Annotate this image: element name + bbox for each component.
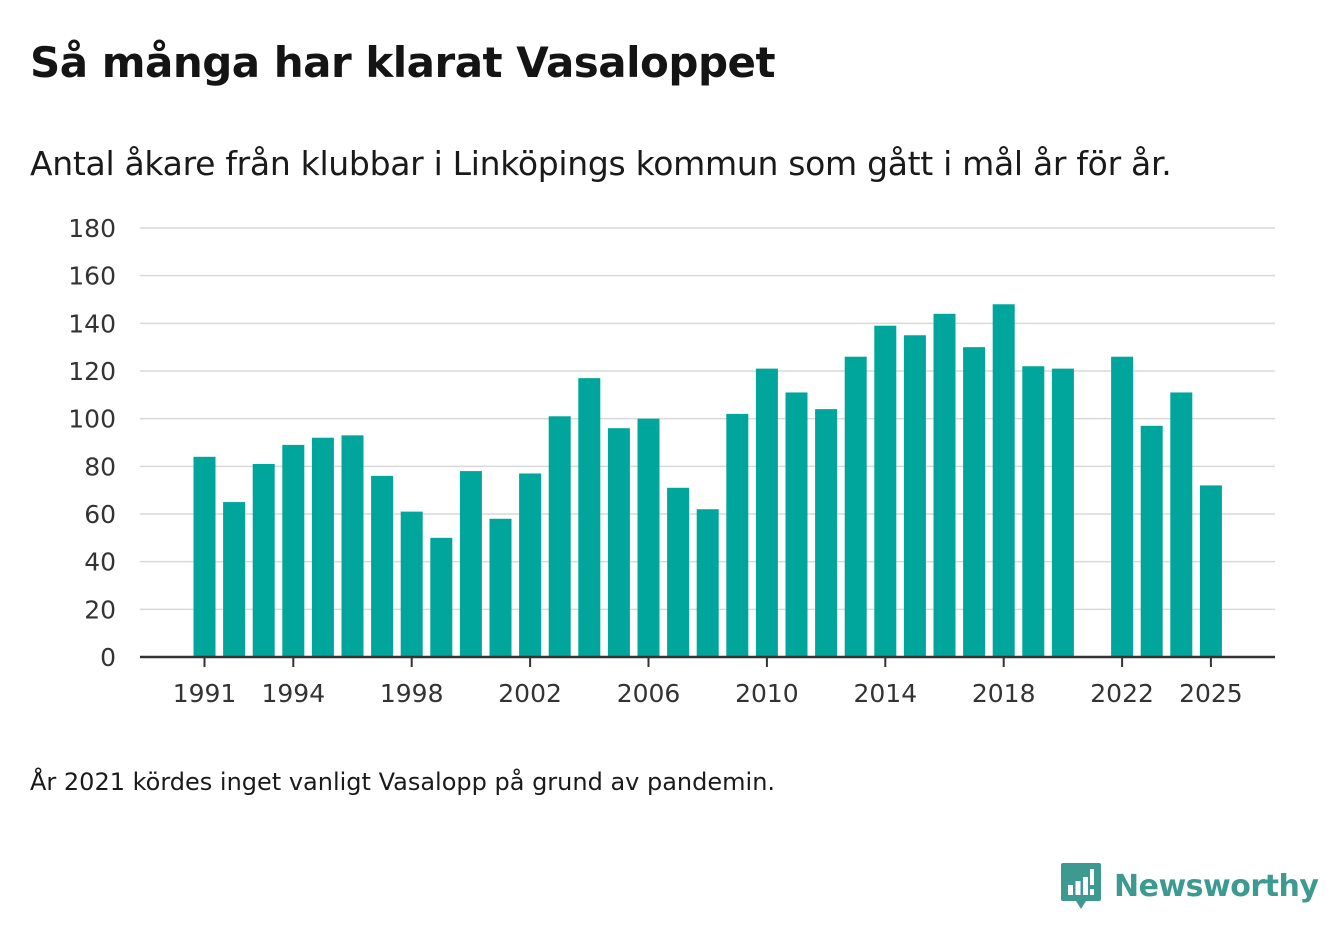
bar-2016 (933, 313, 956, 657)
x-tick-label: 2014 (853, 679, 917, 708)
bar-2020 (1051, 368, 1074, 657)
bar-2004 (578, 378, 601, 657)
bar-2019 (1022, 366, 1045, 657)
y-tick-label: 20 (84, 595, 116, 624)
bar-2012 (815, 409, 838, 657)
y-tick-label: 140 (68, 309, 116, 338)
bar-1993 (252, 463, 275, 657)
brand-logo: Newsworthy (1060, 860, 1319, 912)
x-tick-label: 1991 (173, 679, 237, 708)
x-axis-ticks: 1991 1994 1998 2002 2006 2010 2014 2018 2022 2025 (173, 657, 1243, 708)
bar-1995 (311, 437, 334, 657)
bar-2017 (963, 347, 986, 657)
y-tick-label: 80 (84, 452, 116, 481)
bar-1994 (282, 444, 305, 657)
y-tick-label: 40 (84, 548, 116, 577)
chart-title: Så många har klarat Vasaloppet (30, 38, 776, 87)
bar-2008 (696, 509, 719, 657)
x-tick-label: 2018 (972, 679, 1036, 708)
bar-2010 (755, 368, 778, 657)
y-tick-label: 120 (68, 357, 116, 386)
x-tick-label: 2025 (1179, 679, 1243, 708)
y-tick-label: 60 (84, 500, 116, 529)
bar-2011 (785, 392, 808, 657)
x-tick-label: 2010 (735, 679, 799, 708)
bar-chart: 0 20 40 60 80 100 120 140 160 180 1991 1994 1998 200… (68, 214, 1275, 708)
x-tick-label: 1998 (380, 679, 444, 708)
bar-2002 (519, 473, 542, 657)
bar-2009 (726, 413, 749, 657)
y-tick-label: 0 (100, 643, 116, 672)
bars (193, 304, 1222, 657)
newsworthy-logo-icon (1061, 863, 1101, 909)
bar-2000 (459, 471, 482, 657)
footnote: År 2021 kördes inget vanligt Vasalopp på… (30, 768, 776, 796)
bar-2013 (844, 356, 867, 657)
bar-2001 (489, 518, 512, 657)
bar-1997 (371, 475, 394, 657)
brand-name: Newsworthy (1114, 868, 1319, 904)
x-tick-label: 2002 (498, 679, 562, 708)
bar-1999 (430, 537, 453, 657)
y-tick-label: 180 (68, 214, 116, 243)
bar-2005 (607, 428, 630, 657)
bar-2007 (667, 487, 690, 657)
bar-1998 (400, 511, 423, 657)
x-tick-label: 2022 (1090, 679, 1154, 708)
bar-2006 (637, 418, 660, 657)
bar-2024 (1170, 392, 1193, 657)
bar-2014 (874, 325, 897, 657)
x-tick-label: 1994 (261, 679, 325, 708)
y-tick-label: 100 (68, 405, 116, 434)
bar-1992 (223, 502, 246, 657)
bar-1996 (341, 435, 364, 657)
bar-2022 (1111, 356, 1134, 657)
x-tick-label: 2006 (617, 679, 681, 708)
bar-2023 (1140, 425, 1163, 657)
bar-1991 (193, 456, 216, 657)
y-tick-label: 160 (68, 262, 116, 291)
y-axis-ticks: 0 20 40 60 80 100 120 140 160 180 (68, 214, 116, 672)
chart-subtitle: Antal åkare från klubbar i Linköpings ko… (30, 144, 1172, 183)
bar-2025 (1199, 485, 1222, 657)
bar-2003 (548, 416, 571, 657)
bar-2018 (992, 304, 1015, 657)
bar-2015 (903, 335, 926, 657)
